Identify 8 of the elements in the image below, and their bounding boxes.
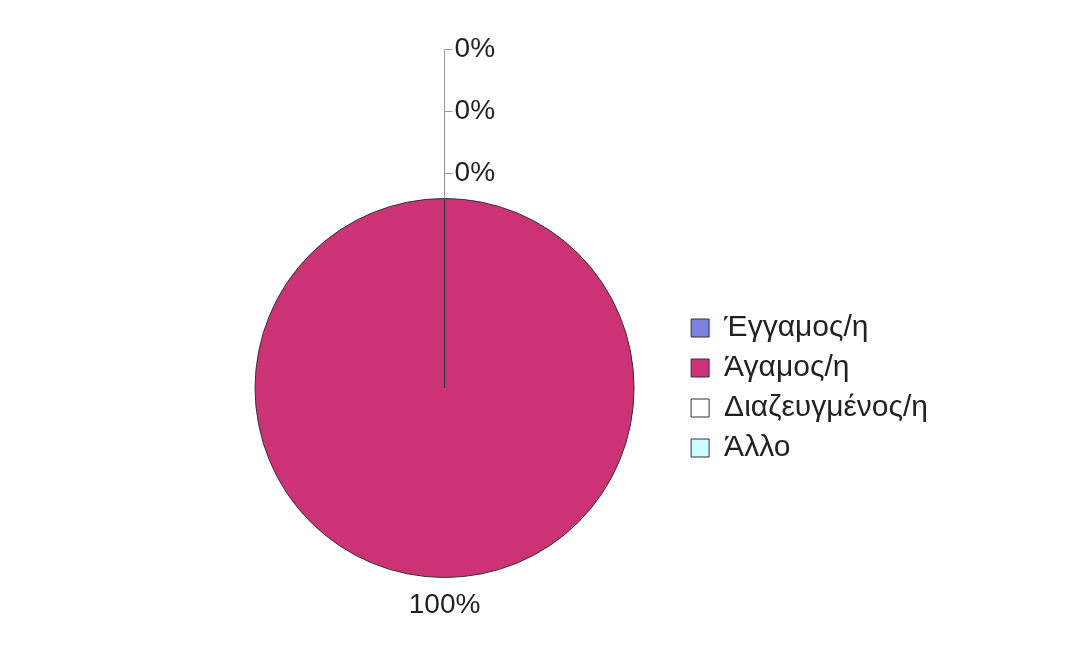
- text: 0%: [454, 156, 496, 188]
- legend-label: Διαζευγμένος/η: [724, 389, 929, 423]
- legend-label: Έγγαμος/η: [723, 309, 869, 343]
- text: 0%: [454, 32, 496, 64]
- legend-label: Άλλο: [724, 429, 791, 463]
- legend-label: Άγαμος/η: [724, 349, 850, 383]
- text: 0%: [454, 94, 496, 126]
- data-label: 100%: [408, 588, 481, 620]
